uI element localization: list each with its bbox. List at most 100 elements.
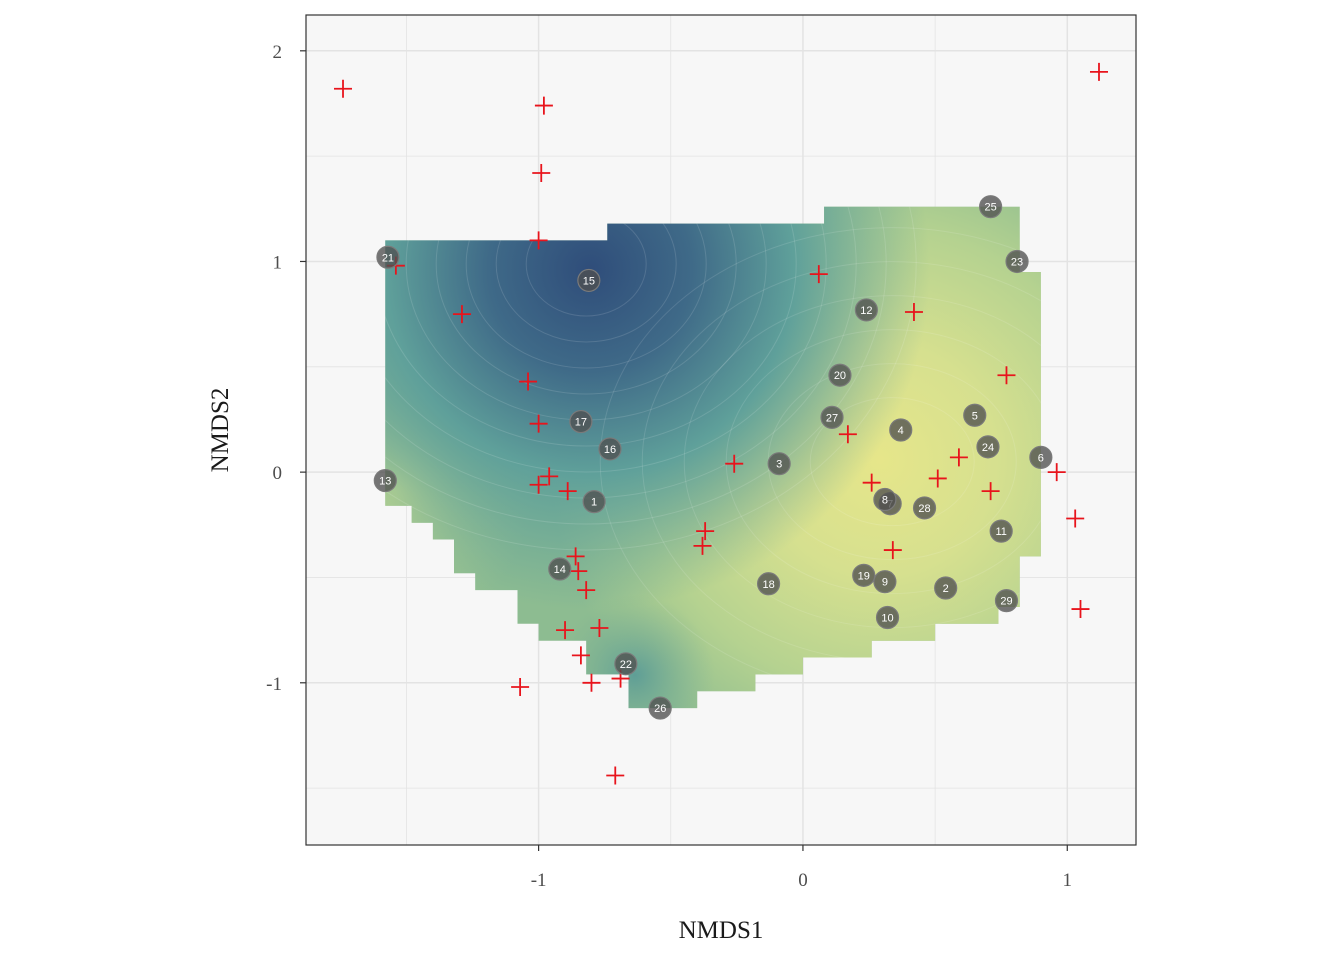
site-circle [976, 435, 1000, 459]
site-circle [548, 557, 572, 581]
species-point [928, 469, 947, 488]
site-circle [648, 696, 672, 720]
site-label: 20 [834, 370, 846, 382]
site-point: 11 [989, 519, 1013, 543]
species-point [693, 536, 712, 555]
site-label: 13 [379, 476, 391, 488]
site-point: 23 [1005, 249, 1029, 274]
species-point [571, 646, 590, 665]
contour-line [385, 206, 797, 447]
site-label: 17 [575, 417, 587, 429]
site-circle [875, 605, 900, 630]
site-point: 3 [767, 452, 791, 476]
species-point [569, 562, 588, 581]
species-point [1047, 463, 1066, 482]
contour-line [495, 206, 677, 343]
species-point [606, 766, 625, 785]
site-point: 8 [873, 487, 897, 512]
site-point: 1 [582, 490, 606, 514]
species-point [540, 467, 559, 486]
site-label: 29 [1000, 596, 1012, 608]
contour-line [809, 397, 975, 527]
species-point [511, 678, 530, 697]
species-point [981, 482, 1000, 501]
site-point: 22 [614, 652, 638, 676]
site-circle [756, 572, 781, 596]
site-circle [989, 519, 1013, 543]
site-label: 21 [382, 252, 394, 264]
x-axis: -1 0 1 [531, 845, 1072, 891]
species-point [1071, 600, 1090, 619]
site-circle [963, 403, 987, 427]
species-point [862, 473, 881, 492]
contour-line [465, 206, 707, 369]
site-point: 26 [648, 696, 672, 720]
species-point [556, 621, 575, 640]
site-label: 11 [995, 526, 1006, 538]
site-label: 2 [943, 583, 949, 595]
species-point [883, 541, 902, 560]
species-point [566, 547, 585, 566]
site-circle [1029, 445, 1053, 469]
site-circle [614, 652, 638, 676]
surface-fill [385, 206, 1041, 709]
site-circle [873, 570, 897, 594]
site-label: 16 [604, 444, 616, 456]
site-label: 8 [882, 495, 888, 507]
site-circle [577, 268, 601, 293]
site-circle [569, 409, 593, 434]
species-point [997, 366, 1016, 385]
species-point [696, 522, 715, 541]
site-circle [912, 496, 937, 520]
species-point [949, 448, 968, 467]
site-label: 25 [984, 202, 996, 214]
site-label: 10 [881, 612, 893, 624]
site-circle [598, 437, 622, 461]
species-point [1066, 509, 1085, 528]
y-axis-title: NMDS2 [207, 388, 234, 473]
site-circle [767, 452, 791, 476]
species-point [838, 425, 857, 444]
site-circle [854, 298, 878, 322]
site-label: 22 [620, 659, 632, 671]
site-point: 14 [548, 557, 572, 581]
y-tick-label: -1 [266, 674, 282, 695]
site-point: 6 [1029, 445, 1053, 469]
site-circle [1005, 249, 1029, 274]
plot-border [305, 14, 1137, 846]
site-point: 2 [934, 576, 958, 600]
site-circle [373, 468, 397, 493]
site-point: 13 [373, 468, 397, 493]
contour-surface [385, 206, 1041, 709]
site-circle [889, 418, 913, 442]
species-point [529, 231, 548, 250]
site-point: 5 [963, 403, 987, 427]
y-tick-label: 0 [273, 463, 283, 484]
site-point: 28 [912, 496, 937, 520]
species-point [1089, 62, 1108, 81]
site-point: 27 [820, 405, 844, 429]
site-point: 17 [569, 409, 593, 434]
site-circle [934, 576, 958, 600]
site-label: 28 [918, 503, 930, 515]
site-point: 15 [577, 268, 601, 293]
x-axis-title: NMDS1 [679, 917, 764, 944]
site-label: 18 [762, 579, 774, 591]
site-label: 24 [982, 442, 994, 454]
species-point [529, 475, 548, 494]
species-point [534, 96, 553, 115]
site-circle [828, 363, 852, 387]
site-label: 6 [1038, 452, 1044, 464]
contour-line [435, 206, 737, 395]
species-point [577, 581, 596, 600]
species-point [904, 303, 923, 322]
site-circle [376, 245, 400, 269]
site-point: 16 [598, 437, 622, 461]
site-circle [852, 563, 876, 587]
site-label: 3 [776, 459, 782, 471]
species-point [558, 482, 577, 501]
site-circle [820, 405, 844, 429]
x-tick-label: 0 [798, 870, 808, 891]
species-point [452, 305, 471, 324]
